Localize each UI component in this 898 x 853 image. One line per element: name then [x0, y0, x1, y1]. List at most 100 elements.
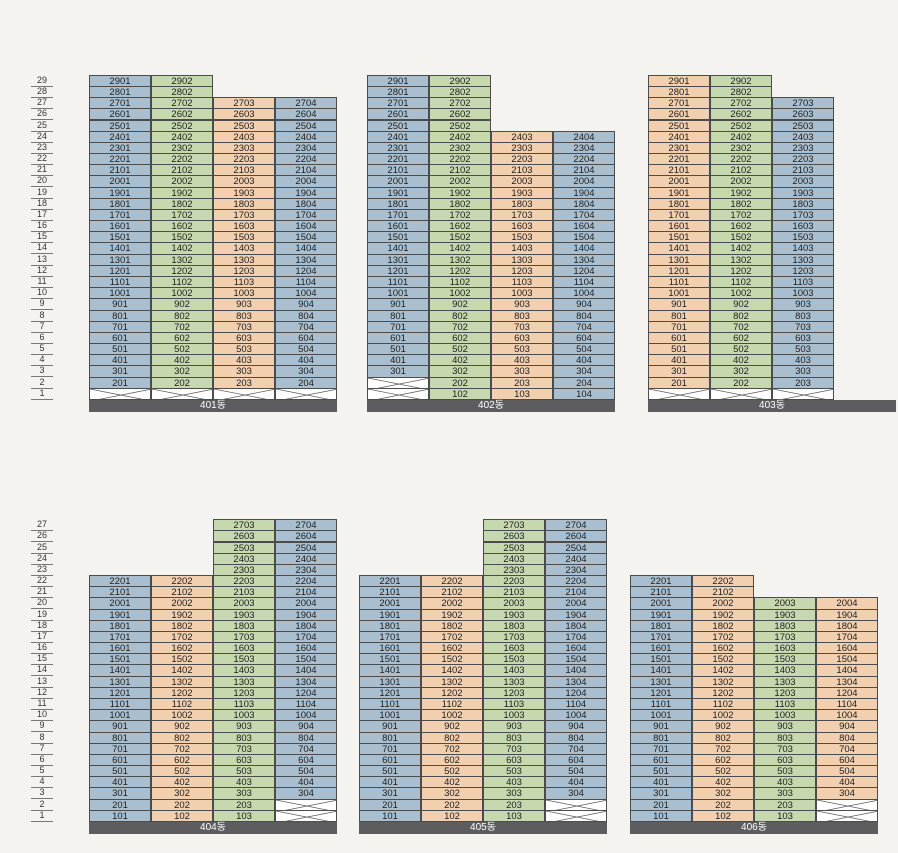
unit-cell[interactable]: 704 [275, 320, 337, 333]
floor-label: 14 [31, 664, 53, 677]
building-name: 406동 [630, 822, 878, 834]
building-name: 404동 [89, 822, 337, 834]
unit-cell[interactable]: 1604 [545, 642, 607, 655]
floor-label: 17 [31, 209, 53, 221]
unit-cell[interactable]: 1903 [772, 186, 834, 199]
unit-cell[interactable]: 102 [692, 809, 754, 822]
cross-icon [817, 799, 877, 810]
cross-icon [711, 388, 771, 399]
floor-label: 19 [31, 187, 53, 199]
floor-label: 20 [31, 175, 53, 188]
floor-label: 22 [31, 575, 53, 588]
floor-label: 21 [31, 586, 53, 599]
unit-cell[interactable]: 103 [491, 387, 553, 400]
floor-label: 8 [31, 732, 53, 744]
unit-cell[interactable]: 102 [429, 387, 491, 400]
floor-label: 10 [31, 709, 53, 722]
floor-label: 7 [31, 743, 53, 755]
cross-icon [773, 388, 833, 399]
unit-cell[interactable]: 101 [359, 809, 421, 822]
unit-cell[interactable]: 103 [483, 809, 545, 822]
floor-label: 19 [31, 609, 53, 621]
floor-label: 11 [31, 698, 53, 711]
unit-cell[interactable]: 2601 [367, 108, 429, 121]
empty-cell [275, 809, 337, 822]
cross-icon [546, 799, 606, 810]
unit-cell[interactable]: 1002 [421, 709, 483, 722]
floor-label: 10 [31, 287, 53, 300]
empty-cell [151, 387, 213, 400]
floor-label: 18 [31, 198, 53, 210]
unit-cell[interactable]: 2703 [483, 519, 545, 532]
unit-cell[interactable]: 102 [151, 809, 213, 822]
floor-label: 9 [31, 720, 53, 733]
unit-cell[interactable]: 401 [648, 354, 710, 367]
unit-cell[interactable]: 1102 [151, 698, 213, 711]
unit-cell[interactable]: 1804 [545, 619, 607, 632]
floor-label: 26 [31, 530, 53, 543]
floor-label: 28 [31, 86, 53, 98]
building-name: 401동 [89, 400, 337, 412]
floor-label: 1 [31, 388, 53, 400]
unit-cell[interactable]: 1703 [483, 630, 545, 644]
floor-label: 22 [31, 153, 53, 166]
floor-label: 6 [31, 754, 53, 766]
floor-label: 6 [31, 332, 53, 344]
floor-label: 13 [31, 254, 53, 266]
unit-cell[interactable]: 2303 [772, 141, 834, 155]
unit-cell[interactable]: 903 [213, 298, 275, 311]
floor-label: 4 [31, 354, 53, 367]
cross-icon [152, 388, 212, 399]
floor-label: 2 [31, 799, 53, 811]
unit-cell[interactable]: 103 [754, 809, 816, 822]
floor-label: 11 [31, 276, 53, 289]
unit-cell[interactable]: 2802 [151, 85, 213, 99]
floor-label: 15 [31, 653, 53, 666]
unit-cell[interactable]: 104 [553, 387, 615, 400]
unit-cell[interactable]: 101 [89, 809, 151, 822]
floor-label: 7 [31, 321, 53, 333]
floor-label: 16 [31, 220, 53, 233]
floor-label: 15 [31, 231, 53, 244]
unit-cell[interactable]: 1304 [553, 253, 615, 266]
cross-icon [368, 377, 428, 388]
floor-label: 3 [31, 365, 53, 378]
cross-icon [649, 388, 709, 399]
unit-cell[interactable]: 1901 [367, 186, 429, 199]
unit-cell[interactable]: 101 [630, 809, 692, 822]
unit-cell[interactable]: 201 [359, 798, 421, 811]
empty-cell [648, 387, 710, 400]
floor-label: 2 [31, 377, 53, 389]
floor-label: 16 [31, 642, 53, 655]
floor-label: 20 [31, 597, 53, 610]
unit-cell[interactable]: 904 [275, 298, 337, 311]
floor-label: 29 [31, 75, 53, 87]
cross-icon [276, 388, 336, 399]
floor-label: 17 [31, 631, 53, 643]
floor-label: 14 [31, 242, 53, 255]
floor-label: 5 [31, 765, 53, 778]
unit-cell[interactable]: 103 [213, 809, 275, 822]
floor-label: 12 [31, 265, 53, 277]
floor-label: 5 [31, 343, 53, 356]
empty-cell [710, 387, 772, 400]
unit-cell[interactable]: 304 [275, 787, 337, 800]
floor-label: 13 [31, 676, 53, 688]
unit-cell[interactable]: 2902 [151, 74, 213, 87]
cross-icon [368, 388, 428, 399]
unit-cell[interactable]: 102 [421, 809, 483, 822]
floor-label: 24 [31, 553, 53, 565]
floor-label: 12 [31, 687, 53, 699]
unit-cell[interactable]: 2101 [630, 586, 692, 599]
building-name: 405동 [359, 822, 607, 834]
floor-label: 27 [31, 519, 53, 532]
cross-icon [817, 810, 877, 821]
empty-cell [545, 809, 607, 822]
empty-cell [213, 387, 275, 400]
empty-cell [367, 387, 429, 400]
empty-cell [367, 376, 429, 389]
unit-cell[interactable]: 2003 [772, 175, 834, 188]
cross-icon [90, 388, 150, 399]
floor-label: 18 [31, 620, 53, 632]
unit-cell[interactable]: 1403 [483, 664, 545, 677]
